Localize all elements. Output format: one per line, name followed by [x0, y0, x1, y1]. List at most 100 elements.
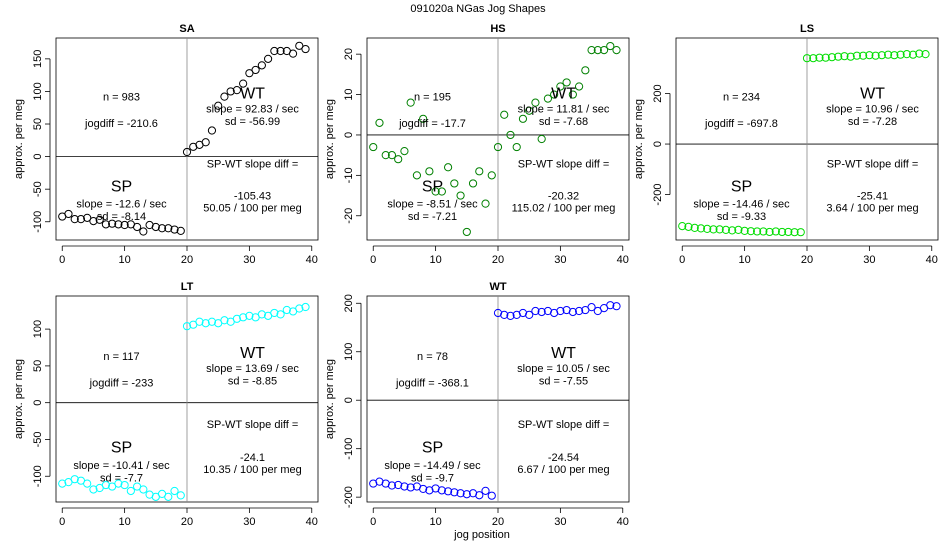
data-point	[270, 308, 279, 318]
y-tick-label: 50	[32, 118, 44, 130]
x-tick-label: 10	[429, 516, 441, 528]
y-tick-label: -10	[343, 167, 355, 183]
y-tick-label: -100	[343, 438, 355, 460]
panel-title: WT	[489, 281, 506, 293]
x-tick-label: 40	[617, 254, 629, 266]
data-point	[852, 51, 862, 60]
data-point	[728, 226, 737, 235]
annot-wt: WT	[240, 345, 265, 362]
annot-diff-label: SP-WT slope diff =	[207, 158, 299, 170]
x-tick-label: 0	[370, 254, 376, 266]
data-point	[746, 227, 755, 236]
annot-sp: SP	[111, 179, 132, 196]
data-point	[239, 79, 248, 88]
data-point	[288, 49, 298, 58]
data-point	[76, 215, 86, 224]
data-point	[468, 179, 478, 188]
data-point	[696, 224, 706, 233]
data-point	[487, 491, 496, 500]
data-point	[562, 78, 571, 87]
data-point	[606, 41, 615, 51]
data-point	[574, 306, 584, 316]
annot-sp-slope: slope = -10.41 / sec	[73, 460, 170, 472]
data-point	[120, 480, 129, 490]
data-point	[715, 225, 724, 234]
x-tick-label: 20	[492, 516, 504, 528]
data-point	[89, 217, 98, 226]
data-point	[157, 224, 167, 233]
data-point	[525, 106, 534, 115]
data-point	[450, 488, 459, 497]
data-point	[840, 52, 849, 61]
y-tick-label: 100	[32, 320, 44, 338]
y-tick-label: -50	[32, 181, 44, 197]
x-tick-label: 0	[59, 516, 65, 528]
data-point	[568, 307, 577, 317]
data-point	[437, 486, 446, 495]
panel-title: LS	[800, 23, 814, 35]
data-point	[114, 220, 123, 229]
data-point	[506, 130, 515, 140]
annot-sp-slope: slope = -14.46 / sec	[693, 199, 790, 211]
data-point	[612, 46, 621, 55]
annot-wt: WT	[240, 86, 265, 103]
data-point	[419, 484, 428, 494]
data-point	[462, 490, 471, 499]
data-point	[108, 219, 117, 228]
annot-sp: SP	[422, 179, 443, 196]
data-point	[425, 167, 434, 176]
annot-jogdiff: jogdiff = -17.7	[398, 118, 466, 130]
x-tick-label: 40	[306, 254, 318, 266]
data-point	[170, 486, 179, 496]
annot-diff-value: -105.43	[234, 191, 271, 203]
x-tick-label: 20	[181, 516, 193, 528]
data-point	[684, 222, 693, 231]
data-point	[556, 306, 565, 316]
y-tick-label: 10	[343, 88, 355, 100]
annot-sp-slope: slope = -14.49 / sec	[384, 460, 481, 472]
data-point	[387, 481, 397, 490]
data-point	[802, 54, 812, 63]
data-point	[587, 303, 596, 312]
y-tick-label: 100	[32, 82, 44, 100]
data-point	[276, 310, 285, 319]
annot-sp: SP	[731, 179, 752, 196]
data-point	[593, 46, 602, 55]
data-point	[759, 227, 768, 236]
y-axis-label: approx. per meg	[324, 99, 336, 179]
annot-n: n = 234	[723, 92, 760, 104]
annot-wt-sd: sd = -8.85	[228, 376, 277, 388]
data-point	[239, 313, 248, 322]
x-tick-label: 30	[554, 516, 566, 528]
data-point	[921, 50, 930, 59]
data-point	[394, 480, 403, 490]
annot-wt-sd: sd = -7.28	[848, 116, 897, 128]
x-tick-label: 30	[243, 254, 255, 266]
data-point	[871, 51, 880, 60]
x-tick-label: 10	[118, 254, 130, 266]
data-point	[456, 489, 465, 498]
data-point	[412, 171, 422, 180]
data-point	[375, 118, 384, 127]
data-point	[815, 53, 824, 62]
data-point	[232, 86, 242, 95]
annot-jogdiff: jogdiff = -697.8	[704, 118, 778, 130]
x-tick-label: 20	[801, 254, 813, 266]
data-point	[890, 51, 899, 60]
annot-sp-slope: slope = -8.51 / sec	[387, 199, 478, 211]
data-point	[101, 480, 111, 490]
y-tick-label: 50	[32, 360, 44, 372]
annot-diff-per: 6.67 / 100 per meg	[517, 464, 609, 476]
x-tick-label: 40	[617, 516, 629, 528]
data-point	[790, 228, 799, 237]
x-tick-label: 10	[429, 254, 441, 266]
data-point	[176, 226, 185, 235]
y-tick-label: 200	[343, 294, 355, 312]
data-point	[809, 54, 818, 63]
data-point	[257, 61, 266, 70]
data-point	[752, 227, 762, 236]
data-point	[475, 491, 484, 500]
x-tick-label: 40	[926, 254, 938, 266]
data-point	[263, 54, 273, 63]
data-point	[83, 213, 92, 222]
